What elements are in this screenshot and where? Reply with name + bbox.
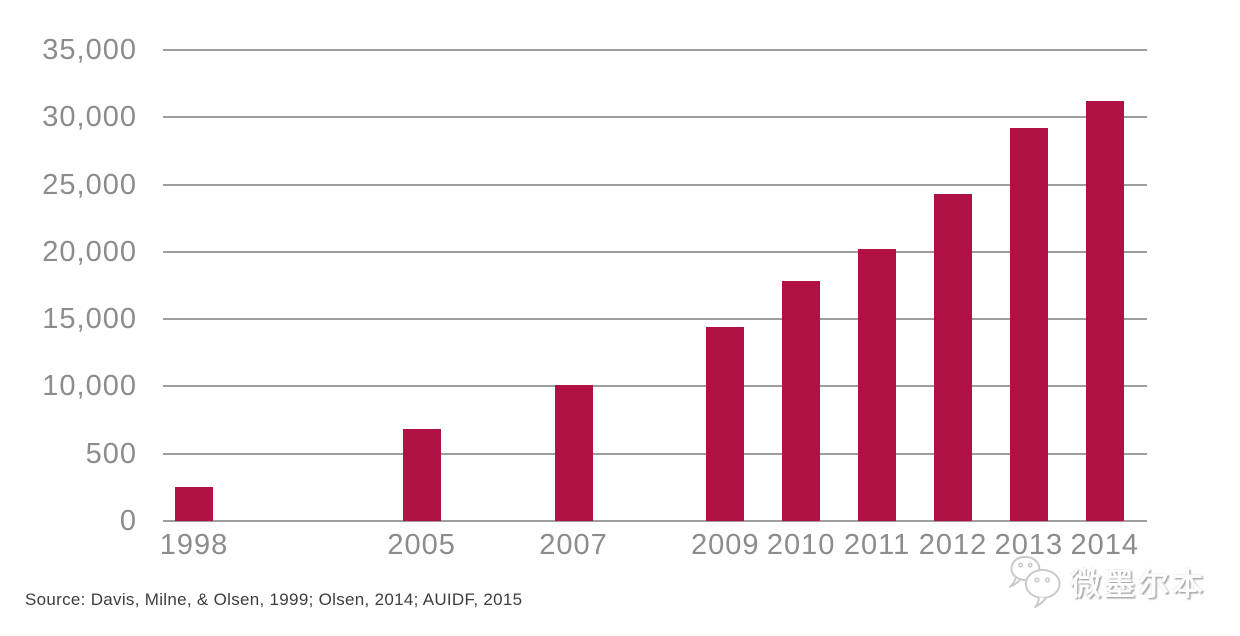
y-axis-tick-label: 20,000 (42, 235, 137, 268)
x-axis-tick-label: 2014 (1070, 529, 1140, 561)
bar-1998 (175, 487, 213, 521)
bar-2007 (554, 385, 593, 521)
x-axis-tick-label: 2013 (994, 529, 1064, 561)
x-axis-line (163, 520, 1147, 522)
y-axis-tick-label: 35,000 (42, 34, 137, 66)
source-note: Source: Davis, Milne, & Olsen, 1999; Ols… (25, 590, 523, 609)
gridline (163, 452, 1147, 455)
y-axis-tick-label: 0 (119, 505, 137, 537)
bar-2009 (706, 327, 745, 521)
watermark-text: 微墨尔本 (1070, 566, 1206, 602)
y-axis-tick-label: 15,000 (42, 303, 137, 336)
x-axis-tick-label: 2011 (843, 529, 911, 561)
gridline (163, 250, 1147, 253)
gridline (163, 116, 1147, 119)
x-axis-tick-label: 2007 (539, 529, 608, 561)
gridline (163, 385, 1147, 388)
gridline (163, 49, 1147, 51)
y-axis-tick-label: 25,000 (42, 168, 137, 201)
gridline (163, 183, 1147, 186)
x-axis-tick-label: 2009 (691, 529, 760, 561)
bar-2010 (782, 281, 821, 521)
bar-2014 (1085, 101, 1124, 521)
gridline (163, 318, 1147, 321)
bar-2013 (1009, 128, 1048, 521)
y-axis-tick-label: 30,000 (42, 101, 137, 134)
y-axis-tick-label: 500 (85, 437, 137, 470)
watermark: 微墨尔本 (1006, 554, 1206, 608)
y-axis-tick-label: 10,000 (42, 370, 137, 403)
x-axis-tick-label: 2012 (918, 529, 988, 561)
x-axis-tick-label: 2005 (387, 529, 456, 561)
bar-2012 (934, 193, 972, 521)
x-axis-tick-label: 2010 (766, 529, 836, 561)
bar-2011 (858, 249, 897, 521)
x-axis-tick-label: 1998 (159, 529, 229, 561)
bar-2005 (402, 429, 441, 521)
wechat-icon (1008, 555, 1061, 608)
